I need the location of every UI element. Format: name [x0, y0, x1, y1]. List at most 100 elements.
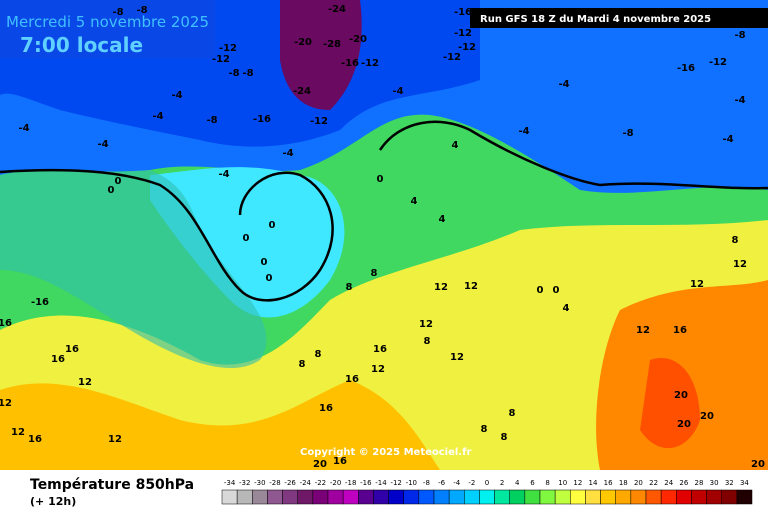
- contour-label: -12: [361, 58, 379, 69]
- contour-label: 8: [732, 235, 739, 246]
- scale-swatch: [539, 489, 556, 505]
- scale-swatch: [448, 489, 465, 505]
- scale-label: 28: [695, 479, 704, 487]
- scale-label: 6: [530, 479, 535, 487]
- date-title: Mercredi 5 novembre 2025: [6, 13, 209, 31]
- scale-label: 32: [725, 479, 734, 487]
- scale-swatch: [358, 489, 374, 505]
- scale-label: 26: [679, 479, 688, 487]
- scale-label: -30: [254, 479, 265, 487]
- scale-label: 4: [515, 479, 520, 487]
- contour-label: 16: [0, 318, 12, 329]
- scale-label: 30: [710, 479, 719, 487]
- scale-swatch: [736, 489, 753, 505]
- contour-label: -8: [206, 115, 217, 126]
- contour-label: 16: [28, 434, 42, 445]
- scale-label: -2: [468, 479, 475, 487]
- scale-label: -20: [330, 479, 341, 487]
- run-info: Run GFS 18 Z du Mardi 4 novembre 2025: [480, 14, 711, 25]
- scale-swatch: [630, 489, 647, 505]
- contour-label: 0: [115, 176, 122, 187]
- scale-swatch: [221, 489, 238, 505]
- scale-label: -26: [284, 479, 296, 487]
- time-title: 7:00 locale: [20, 33, 143, 57]
- contour-label: -12: [212, 54, 230, 65]
- contour-label: -16: [31, 297, 49, 308]
- contour-label: 4: [563, 303, 570, 314]
- scale-label: 2: [500, 479, 504, 487]
- scale-label: -24: [300, 479, 312, 487]
- scale-label: -12: [390, 479, 401, 487]
- contour-label: 0: [553, 285, 560, 296]
- scale-swatch: [388, 489, 404, 505]
- contour-label: 4: [452, 140, 459, 151]
- scale-swatch: [418, 489, 435, 505]
- scale-label: -8: [423, 479, 430, 487]
- contour-label: -16: [253, 114, 271, 125]
- color-scale: -34 -32 -30 -28 -26 -24 -22 -20 -18 -16 -14 -12 -10-…: [221, 479, 753, 505]
- contour-label: -24: [328, 4, 346, 15]
- contour-label: 12: [0, 398, 12, 409]
- contour-label: -20: [294, 37, 312, 48]
- contour-label: -8: [622, 128, 633, 139]
- contour-label: -8: [136, 5, 147, 16]
- contour-label: 12: [464, 281, 478, 292]
- scale-swatch: [252, 489, 268, 505]
- contour-label: 8: [299, 359, 306, 370]
- scale-label: -32: [239, 479, 250, 487]
- contour-label: -12: [219, 43, 237, 54]
- contour-label: -12: [709, 57, 727, 68]
- contour-label: 16: [319, 403, 333, 414]
- contour-label: -4: [518, 126, 529, 137]
- contour-label: 12: [733, 259, 747, 270]
- contour-label: 20: [751, 459, 765, 470]
- contour-label: 20: [313, 459, 327, 470]
- contour-label: 8: [481, 424, 488, 435]
- contour-label: -4: [558, 79, 569, 90]
- contour-label: 0: [377, 174, 384, 185]
- contour-label: 12: [108, 434, 122, 445]
- scale-label: -14: [375, 479, 387, 487]
- contour-label: 8: [509, 408, 516, 419]
- scale-label: 16: [604, 479, 613, 487]
- scale-swatch: [585, 489, 601, 505]
- scale-label: 22: [649, 479, 658, 487]
- contour-label: 12: [78, 377, 92, 388]
- scale-label: -4: [453, 479, 461, 487]
- contour-label: -8: [242, 68, 253, 79]
- scale-swatch: [600, 489, 616, 505]
- contour-label: 8: [315, 349, 322, 360]
- scale-label: 10: [558, 479, 567, 487]
- contour-label: -8: [112, 7, 123, 18]
- contour-labels: -8 -8-12-12-8 -8-20 -28 -20-24-16 -12-24-12-1…: [0, 4, 765, 470]
- contour-label: 0: [269, 220, 276, 231]
- scale-label: 0: [485, 479, 489, 487]
- contour-label: -16: [341, 58, 359, 69]
- scale-label: -16: [360, 479, 372, 487]
- scale-swatch: [464, 489, 480, 505]
- contour-label: 20: [674, 390, 688, 401]
- scale-label: -22: [315, 479, 326, 487]
- contour-label: 8: [371, 268, 378, 279]
- contour-label: -4: [218, 169, 229, 180]
- contour-label: -16: [454, 7, 472, 18]
- scale-swatch: [236, 489, 253, 505]
- scale-swatch: [267, 489, 283, 505]
- contour-label: 16: [51, 354, 65, 365]
- copyright: Copyright © 2025 Meteociel.fr: [300, 447, 471, 458]
- contour-label: 12: [690, 279, 704, 290]
- contour-label: 8: [424, 336, 431, 347]
- contour-label: -4: [152, 111, 163, 122]
- contour-label: -24: [293, 86, 311, 97]
- contour-label: -16: [677, 63, 695, 74]
- scale-label: 24: [664, 479, 673, 487]
- contour-label: 16: [333, 456, 347, 467]
- scale-label: 14: [589, 479, 598, 487]
- contour-label: 8: [346, 282, 353, 293]
- contour-label: -12: [443, 52, 461, 63]
- scale-swatch: [691, 489, 707, 505]
- scale-swatch: [297, 489, 314, 505]
- scale-swatch: [721, 489, 738, 505]
